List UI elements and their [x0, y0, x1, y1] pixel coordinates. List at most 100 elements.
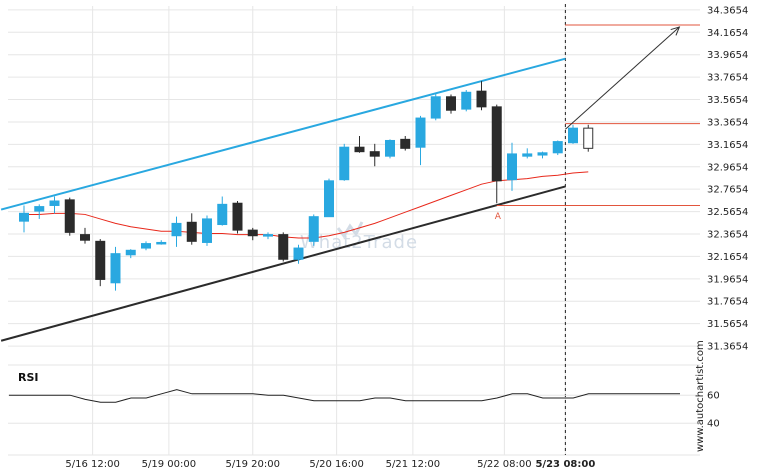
candle-body [446, 96, 456, 111]
candle-body [156, 241, 167, 245]
candle [430, 93, 441, 121]
candle-body [537, 152, 548, 156]
price-tick-label: 31.3654 [707, 342, 748, 353]
candle-body [263, 234, 273, 237]
pattern-marker-label: A [495, 212, 502, 222]
candle [507, 142, 517, 191]
candle-body [217, 203, 228, 226]
rsi-label: RSI [18, 371, 39, 384]
candle-body [552, 141, 563, 154]
price-tick-label: 32.3654 [707, 230, 748, 241]
candle-body [507, 153, 517, 181]
candle-body [339, 146, 350, 181]
grid-lines [8, 4, 700, 456]
time-tick-label: 5/19 20:00 [226, 459, 280, 470]
candle-body [171, 222, 182, 237]
candle [293, 244, 304, 264]
candle-body [95, 240, 106, 280]
price-tick-label: 31.9654 [707, 274, 748, 285]
candle [354, 135, 365, 153]
candle-body [415, 117, 426, 148]
candle [461, 90, 472, 112]
candle-body [19, 212, 29, 222]
candle [34, 204, 45, 219]
candle [446, 94, 456, 114]
candle [247, 227, 258, 241]
upper-channel-line [0, 57, 566, 211]
candle-body [308, 216, 319, 242]
rsi-tick-label: 60 [707, 391, 720, 402]
candle [64, 197, 75, 236]
annotations: A [495, 26, 681, 222]
candle [202, 215, 212, 246]
candle-body [583, 127, 594, 149]
time-tick-label: 5/16 12:00 [65, 459, 119, 470]
price-tick-label: 34.1654 [707, 28, 748, 39]
price-tick-label: 33.3654 [707, 117, 748, 128]
candle [415, 115, 426, 166]
candle-body [476, 90, 487, 108]
time-tick-label: 5/21 12:00 [386, 459, 440, 470]
price-tick-label: 33.7654 [707, 73, 748, 84]
candle-body [34, 206, 45, 212]
price-tick-label: 31.5654 [707, 319, 748, 330]
candle-body [430, 96, 441, 119]
price-tick-label: 33.9654 [707, 50, 748, 61]
forecast-arrow-head [670, 26, 681, 36]
moving-average [24, 171, 589, 239]
price-tick-label: 33.1654 [707, 140, 748, 151]
rsi-axis: 60 40 [707, 391, 720, 430]
candle-body [369, 151, 380, 157]
candle [232, 200, 243, 234]
candle-body [278, 234, 289, 260]
candle [49, 196, 60, 214]
candle-body [247, 229, 258, 237]
channel-lines [0, 57, 566, 342]
candle [141, 241, 151, 251]
candle [537, 151, 548, 159]
candle-body [64, 199, 75, 233]
candle-body [125, 249, 136, 256]
candle-body [568, 127, 578, 144]
forecast-arrow-line [565, 26, 680, 130]
candle [95, 239, 106, 287]
candle-body [186, 221, 197, 242]
candle [385, 139, 395, 159]
candle [110, 246, 121, 291]
candle [552, 140, 563, 156]
candle-body [385, 139, 395, 157]
candle [125, 249, 136, 259]
candle [80, 227, 90, 244]
candle [583, 124, 594, 152]
price-tick-label: 32.1654 [707, 252, 748, 263]
candle-body [110, 253, 121, 284]
candle-body [232, 202, 243, 231]
candles [19, 81, 594, 291]
candle [339, 143, 350, 181]
candle [278, 232, 289, 262]
price-tick-label: 32.7654 [707, 185, 748, 196]
lower-channel-line [0, 185, 566, 342]
candle [186, 213, 197, 245]
price-tick-label: 33.5654 [707, 95, 748, 106]
candle [308, 214, 319, 246]
time-tick-label: 5/20 16:00 [309, 459, 363, 470]
candle [19, 205, 29, 233]
candle-body [202, 218, 212, 243]
candle [369, 143, 380, 167]
candle [568, 124, 578, 144]
candle-body [49, 200, 60, 206]
candle-body [324, 180, 334, 218]
candle-body [80, 234, 90, 241]
time-tick-label: 5/19 00:00 [142, 459, 196, 470]
time-tick-label: 5/22 08:00 [477, 459, 531, 470]
credit-text: www.autochartist.com [695, 340, 706, 452]
candle [263, 232, 273, 240]
candle [491, 104, 502, 204]
candle-body [522, 153, 533, 157]
candle [171, 216, 182, 247]
rsi-line [9, 389, 680, 403]
candle-body [354, 146, 365, 153]
candle [476, 81, 487, 111]
